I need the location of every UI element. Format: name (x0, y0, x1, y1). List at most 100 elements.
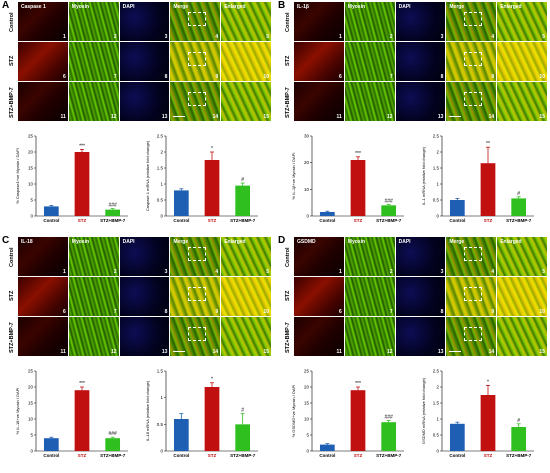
bar-chart: 0 0.5 1 1.5 2 2.5 GSDMD mRNA (relative fold ch… (412, 363, 540, 465)
significance-label: *** (355, 151, 361, 157)
micrograph-cell: 10 (497, 277, 548, 317)
micrograph-cell: 8 (395, 42, 447, 82)
micrograph-cell: 4 Merge (170, 237, 222, 277)
y-tick-label: 1.5 (157, 166, 164, 171)
micrograph-cell: 15 (221, 317, 272, 357)
micrograph-cell: 7 (344, 42, 396, 82)
y-tick-label: 1 (160, 182, 163, 187)
x-category-label: STZ (208, 453, 217, 458)
column-header: Enlarged (500, 239, 522, 245)
x-category-label: Control (173, 453, 189, 458)
y-tick-label: 25 (304, 369, 310, 374)
y-tick-label: 0 (160, 214, 163, 219)
bar (105, 438, 121, 451)
micrograph-cell: 5 Enlarged (221, 237, 272, 277)
cell-number: 6 (339, 74, 342, 80)
cell-number: 10 (539, 309, 545, 315)
micrograph-cell: 3 DAPI (119, 237, 171, 277)
scale-bar (449, 116, 462, 117)
significance-label: # (241, 177, 244, 183)
cell-number: 13 (161, 349, 168, 355)
cell-number: 7 (113, 74, 117, 80)
y-tick-label: 20 (304, 160, 310, 165)
cell-number: 2 (389, 34, 393, 40)
cell-number: 10 (263, 309, 269, 315)
cell-number: 5 (266, 34, 269, 40)
x-category-label: STZ (354, 218, 363, 223)
bar (173, 190, 189, 216)
cell-number: 15 (263, 349, 269, 355)
micrograph-cell: 13 (119, 317, 171, 357)
zoom-region-box (188, 287, 207, 301)
micrograph-cell: 13 (395, 82, 447, 122)
y-tick-label: 1 (436, 182, 439, 187)
zoom-region-box (464, 247, 483, 261)
significance-label: ** (486, 141, 490, 147)
y-tick-label: 2 (436, 385, 439, 390)
column-header: Merge (449, 239, 465, 245)
micrograph-cell: 9 (170, 42, 222, 82)
y-tick-label: 5 (306, 433, 309, 438)
cell-number: 6 (63, 309, 66, 315)
bar (43, 206, 59, 216)
x-category-label: STZ+BMP-7 (506, 218, 532, 223)
y-tick-label: 0 (306, 449, 309, 454)
y-tick-label: 25 (28, 134, 34, 139)
x-category-label: STZ+BMP-7 (230, 453, 256, 458)
bar-chart-svg: 0 0.5 1 1.5 2 2.5 Caspase 1 mRNA (relative fol… (145, 134, 258, 223)
cell-number: 2 (113, 34, 117, 40)
scale-bar (449, 351, 462, 352)
micrograph-grid: 1 GSDMD 2 Myosin 3 DAPI 4 Merge 5 Enlarged 6 7 8 9 10 1… (294, 237, 548, 357)
cell-number: 4 (215, 34, 219, 40)
cell-number: 9 (491, 309, 495, 315)
micrograph-cell: 4 Merge (446, 2, 498, 42)
micrograph-cell: 2 Myosin (68, 2, 120, 42)
x-category-label: STZ (354, 453, 363, 458)
micrograph-cell: 14 (170, 82, 222, 122)
significance-label: * (211, 377, 213, 383)
panel-letter: C (2, 235, 10, 246)
y-tick-label: 2.5 (433, 369, 440, 374)
micrograph-cell: 8 (119, 277, 171, 317)
cell-number: 13 (437, 114, 444, 120)
row-label: STZ+BMP-7 (285, 87, 291, 118)
cell-number: 12 (111, 114, 117, 120)
micrograph-cell: 5 Enlarged (497, 2, 548, 42)
x-category-label: STZ+BMP-7 (100, 218, 126, 223)
cell-number: 12 (111, 349, 117, 355)
micrograph-cell: 7 (68, 277, 120, 317)
y-tick-label: 0 (436, 214, 439, 219)
micrograph-cell: 9 (446, 42, 498, 82)
bar (449, 200, 465, 216)
significance-label: ### (108, 203, 117, 209)
cell-number: 11 (336, 349, 342, 355)
micrograph-cell: 12 (344, 317, 396, 357)
significance-label: *** (79, 143, 85, 149)
cell-number: 10 (539, 74, 545, 80)
cell-number: 11 (60, 349, 66, 355)
micrograph-cell: 2 Myosin (68, 237, 120, 277)
micrograph-cell: 5 Enlarged (497, 237, 548, 277)
panel-b: B 1 IL-1β 2 Myosin 3 DAPI 4 Merge 5 Enlarged 6 7 8 9 10… (276, 0, 550, 235)
micrograph-cell: 12 (68, 317, 120, 357)
micrograph-cell: 13 (119, 82, 171, 122)
x-category-label: Control (43, 453, 59, 458)
micrograph-cell: 12 (68, 82, 120, 122)
y-axis-label: % GSDMD+ve Myosin / DAPI (291, 385, 296, 438)
row-label: STZ (9, 55, 15, 66)
bar (480, 163, 496, 216)
micrograph-cell: 14 (446, 82, 498, 122)
column-header: Enlarged (224, 4, 246, 10)
row-label: STZ (9, 290, 15, 301)
micrograph-cell: 1 Caspase 1 (18, 2, 69, 42)
bar-chart: 0 0.5 1 1.5 2 2.5 Caspase 1 mRNA (relative fol… (136, 128, 264, 230)
significance-label: * (211, 146, 213, 152)
x-category-label: STZ+BMP-7 (506, 453, 532, 458)
x-category-label: STZ+BMP-7 (100, 453, 126, 458)
micrograph-cell: 5 Enlarged (221, 2, 272, 42)
cell-number: 2 (389, 269, 393, 275)
cell-number: 5 (266, 269, 269, 275)
micrograph-cell: 9 (170, 277, 222, 317)
row-label: Control (285, 247, 291, 267)
cell-number: 5 (542, 269, 545, 275)
